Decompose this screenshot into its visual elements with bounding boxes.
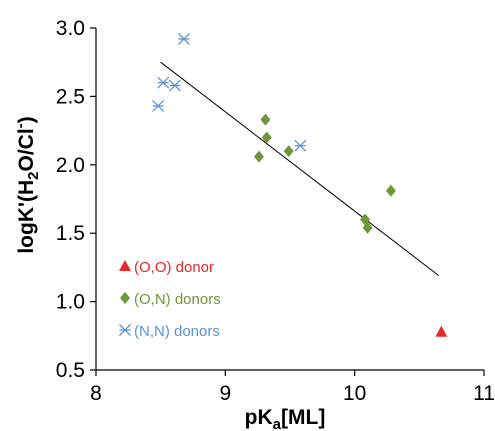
legend-label-on: (O,N) donors	[134, 291, 221, 308]
data-point-asterisk	[177, 32, 190, 45]
legend-item-nn: (N,N) donors	[119, 323, 220, 340]
y-tick-label: 0.5	[56, 359, 85, 382]
data-point-diamond	[283, 145, 294, 158]
x-tick-label: 9	[219, 382, 231, 405]
data-point-triangle	[435, 325, 448, 337]
data-point-diamond	[261, 131, 272, 144]
data-point-asterisk	[152, 100, 165, 112]
y-axis-label-superscript: -	[12, 123, 29, 128]
data-point-asterisk	[294, 139, 307, 152]
y-tick-label: 1.0	[56, 291, 85, 314]
trendline-group	[160, 61, 440, 277]
axes: 0.5 1.0 1.5 2.0 2.5 3.0 8 9 10 11	[56, 17, 495, 405]
x-axis-label-main: pK	[245, 406, 273, 429]
y-axis-label-part1: logK'(H	[15, 180, 38, 254]
data-points	[152, 32, 448, 337]
data-point-diamond	[385, 184, 396, 197]
legend-label-oo: (O,O) donor	[134, 259, 214, 276]
legend-marker-diamond	[120, 292, 130, 304]
y-axis-label-subscript: 2	[25, 172, 42, 180]
x-tick-label: 11	[473, 382, 495, 405]
y-axis-label-part2: O/Cl	[15, 128, 38, 171]
data-point-asterisk	[168, 79, 181, 92]
data-point-diamond	[260, 113, 271, 126]
legend-marker-asterisk	[119, 324, 131, 336]
data-point-diamond	[362, 221, 373, 234]
y-tick-label: 3.0	[56, 17, 85, 40]
y-tick-label: 1.5	[56, 222, 85, 245]
trendline	[160, 61, 440, 277]
y-axis-label: logK'(H2O/Cl-)	[12, 116, 42, 253]
y-tick-label: 2.0	[56, 154, 85, 177]
y-tick-label: 2.5	[56, 85, 85, 108]
x-axis-label: pKa[ML]	[245, 406, 326, 431]
legend-marker-triangle	[119, 260, 131, 271]
legend: (O,O) donor (O,N) donors (N,N) donors	[119, 259, 221, 340]
x-axis-label-subscript: a	[273, 416, 282, 431]
legend-item-oo: (O,O) donor	[119, 259, 214, 276]
y-axis-label-part3: )	[15, 116, 38, 123]
data-point-asterisk	[157, 76, 170, 89]
legend-label-nn: (N,N) donors	[134, 323, 220, 340]
x-tick-label: 8	[90, 382, 102, 405]
x-axis-label-tail: [ML]	[281, 406, 325, 429]
data-point-diamond	[253, 150, 264, 163]
x-tick-label: 10	[343, 382, 366, 405]
legend-item-on: (O,N) donors	[120, 291, 221, 308]
